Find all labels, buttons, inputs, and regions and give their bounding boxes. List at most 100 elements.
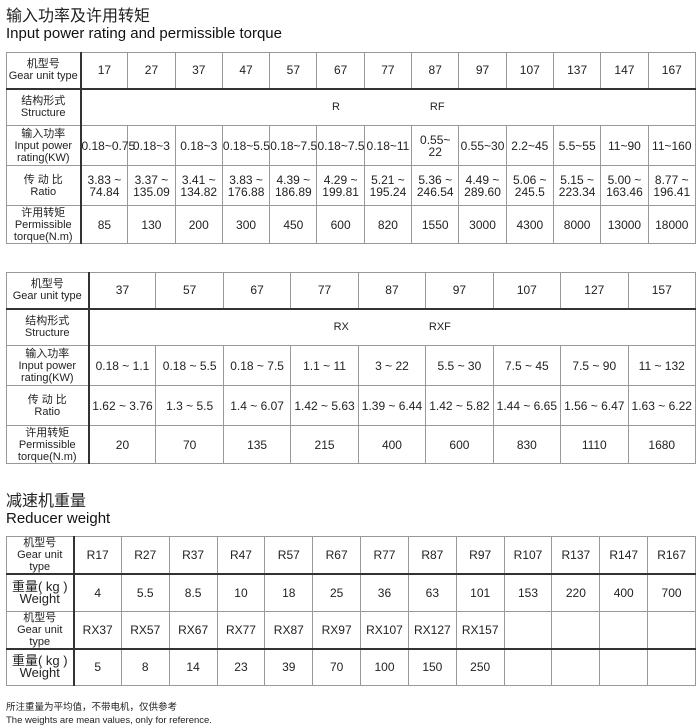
table-cell: 4.39 ~186.89 <box>269 165 318 206</box>
row-label-line: 机型号 <box>23 537 57 549</box>
cell-line: 3.41 ~ <box>181 172 216 187</box>
table-cell: 0.18~3 <box>174 125 223 166</box>
table-cell: 0.18~11 <box>363 125 413 166</box>
table-cell: 2.2~45 <box>505 125 554 166</box>
cell-line: 3.83 ~ <box>87 172 122 187</box>
r-type-row: 机型号 Gear unit type R17 R27 R37 R47 R57 R67 R77 R8… <box>6 536 696 575</box>
table-cell: RX37 <box>73 610 122 650</box>
table-cell: 4.29 ~199.81 <box>316 165 365 206</box>
table-cell: 130 <box>127 205 176 244</box>
cell-line: 8.77 ~ <box>654 172 689 187</box>
table-cell: 1.63 ~ 6.22 <box>627 385 696 426</box>
table-cell <box>647 610 696 650</box>
cell-line: 176.88 <box>227 184 265 199</box>
cell-line: 5.06 ~ <box>512 172 547 187</box>
table-cell: 4300 <box>505 205 554 244</box>
table-cell <box>647 648 696 686</box>
table-cell: 167 <box>647 52 697 90</box>
table-cell: 3.83 ~176.88 <box>221 165 271 206</box>
row-label-line: Ratio <box>34 405 61 418</box>
table-cell: 200 <box>174 205 223 244</box>
section2-title-cn: 减速机重量 <box>6 493 87 510</box>
cell-line: 5.00 ~ <box>607 172 642 187</box>
row-label-line: 结构形式 <box>21 95 66 108</box>
table-cell: 0.55~30 <box>458 125 507 166</box>
table-cell: 5.21 ~195.24 <box>363 165 413 206</box>
table-cell: 1680 <box>627 425 696 464</box>
section-title-cn: 输入功率及许用转矩 <box>6 8 151 25</box>
table-cell: 87 <box>411 52 460 90</box>
structure-value: R <box>331 101 340 114</box>
table-cell: R147 <box>599 536 649 575</box>
row-label-line: Ratio <box>30 185 57 198</box>
table-cell: 3.41 ~134.82 <box>174 165 223 206</box>
table-cell: 0.18~5.5 <box>221 125 271 166</box>
type-row: 机型号 Gear unit type 37 57 67 77 87 97 107 127 157 <box>6 272 696 310</box>
row-label-line: 结构形式 <box>25 315 70 328</box>
row-label-line: rating(KW) <box>20 371 74 384</box>
cell-line: 246.54 <box>416 184 454 199</box>
row-label-line: 输入功率 <box>25 347 70 360</box>
section-title-en: Input power rating and permissible torqu… <box>6 25 282 42</box>
table-cell: R77 <box>360 536 409 575</box>
table-cell: 0.55~ 22 <box>411 125 460 166</box>
table-cell: 67 <box>316 52 365 90</box>
torque-row: 许用转矩 Permissible torque(N.m) 20 70 135 215 400 6… <box>6 425 696 464</box>
table-cell: 220 <box>551 573 601 612</box>
power-row: 输入功率 Input power rating(KW) 0.18~0.75 0.18~3… <box>6 125 697 166</box>
cell-line: 134.82 <box>180 184 218 199</box>
table-cell: 5.5~55 <box>552 125 602 166</box>
cell-line: 5.36 ~ <box>418 172 453 187</box>
row-label-line: Permissible <box>18 438 76 451</box>
reducer-weight-table: 机型号 Gear unit type R17 R27 R37 R47 R57 R67 R77 R8… <box>6 536 696 686</box>
table-cell: 150 <box>407 648 457 686</box>
table-cell: 67 <box>222 272 292 310</box>
table-cell: 3.83 ~74.84 <box>79 165 129 206</box>
table-cell: 47 <box>221 52 271 90</box>
table-cell: 250 <box>455 648 505 686</box>
table-cell: 1.3 ~ 5.5 <box>155 385 224 426</box>
table-cell <box>503 648 553 686</box>
power-row: 输入功率 Input power rating(KW) 0.18 ~ 1.1 0.18 … <box>6 345 696 386</box>
table-cell: 1.4 ~ 6.07 <box>222 385 292 426</box>
table-cell: R137 <box>551 536 601 575</box>
row-label-line: 输入功率 <box>21 127 66 140</box>
ratio-row: 传 动 比 Ratio 3.83 ~74.84 3.37 ~135.09 3.41 ~1… <box>6 165 697 206</box>
structure-value: RX <box>333 321 349 334</box>
row-label-line: Gear unit type <box>17 623 63 648</box>
table-cell <box>551 610 601 650</box>
table-cell: RX RXF <box>88 308 696 346</box>
torque-row: 许用转矩 Permissible torque(N.m) 85 130 200 300 450… <box>6 205 697 244</box>
table-cell: R37 <box>168 536 218 575</box>
cell-line: 135.09 <box>133 184 170 199</box>
row-header: 结构形式 Structure <box>6 88 82 126</box>
table-cell <box>599 648 649 686</box>
table-cell: 107 <box>492 272 562 310</box>
structure-value: RF <box>429 101 445 114</box>
row-header: 传 动 比 Ratio <box>6 385 90 426</box>
table-cell: 8 <box>120 648 170 686</box>
table-cell: 23 <box>216 648 266 686</box>
table-cell: RX67 <box>168 610 218 650</box>
table-cell: 830 <box>492 425 562 464</box>
cell-line: 186.89 <box>274 184 312 199</box>
table-cell: R107 <box>503 536 553 575</box>
table-cell: 77 <box>290 272 359 310</box>
table-cell: 0.18~0.75 <box>79 125 135 166</box>
table-cell: 1.44 ~ 6.65 <box>492 385 562 426</box>
table-cell: 10 <box>216 573 266 612</box>
table-cell: 1.62 ~ 3.76 <box>87 385 157 426</box>
row-label-line: Gear unit type <box>17 549 63 573</box>
row-label-line: rating(KW) <box>16 151 70 164</box>
table-cell: RX107 <box>360 610 409 650</box>
table-cell: R27 <box>120 536 170 575</box>
row-label-line: Structure <box>20 107 66 120</box>
row-label-line: Input power <box>18 359 76 372</box>
cell-line: 4.29 ~ <box>323 172 358 187</box>
table-cell: 0.18 ~ 1.1 <box>87 345 157 386</box>
table-cell: 8000 <box>552 205 602 244</box>
row-label-line: 许用转矩 <box>21 206 66 219</box>
table-cell: RX87 <box>264 610 314 650</box>
table-cell <box>551 648 601 686</box>
table-cell: R17 <box>73 536 122 575</box>
